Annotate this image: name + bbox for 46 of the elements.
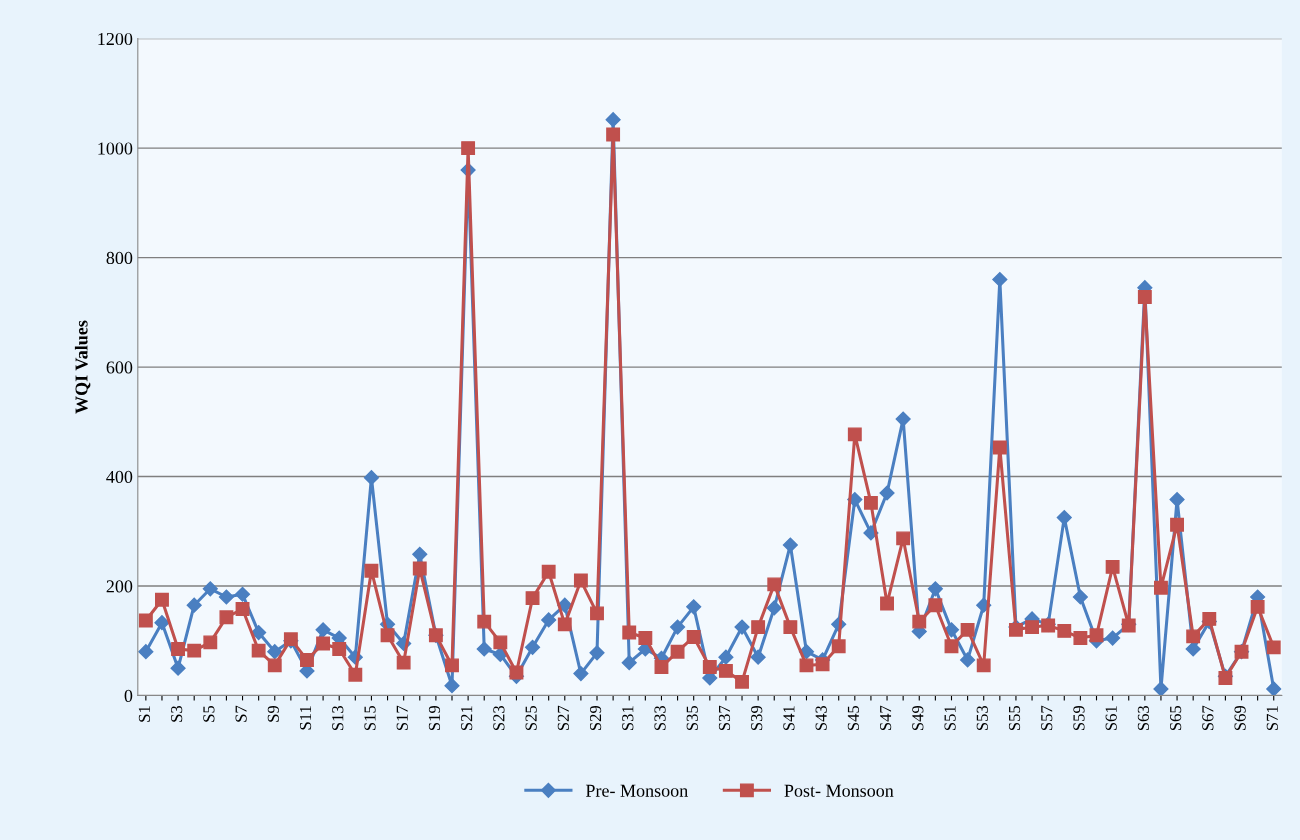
x-tick-label: S21 (461, 706, 473, 731)
y-tick-label: 1200 (98, 32, 133, 46)
x-tick-label: S57 (1041, 705, 1053, 731)
x-tick-label: S11 (299, 706, 312, 730)
x-tick-label: S27 (557, 705, 569, 731)
y-axis-title: WQI Values (74, 320, 91, 414)
x-tick-label: S51 (944, 706, 956, 731)
x-tick-label: S45 (847, 705, 859, 731)
x-tick-label: S1 (138, 706, 151, 722)
x-tick-label: S53 (976, 705, 988, 731)
x-tick-label: S47 (880, 705, 892, 731)
y-tick-label: 200 (106, 580, 133, 593)
x-tick-label: S7 (235, 705, 247, 722)
x-tick-label: S43 (815, 705, 827, 731)
y-tick-label: 0 (124, 689, 133, 702)
x-tick-label: S41 (783, 706, 795, 731)
y-tick-label: 800 (106, 251, 133, 265)
x-tick-label: S5 (203, 705, 215, 722)
x-tick-label: S65 (1170, 705, 1182, 731)
x-tick-label: S23 (493, 705, 505, 731)
x-tick-label: S71 (1266, 706, 1278, 731)
x-tick-label: S61 (1105, 706, 1117, 731)
x-tick-label: S3 (171, 705, 183, 722)
y-tick-label: 1000 (98, 142, 133, 155)
x-tick-label: S67 (1202, 705, 1214, 731)
x-tick-label: S35 (686, 705, 698, 731)
y-tick-label: 400 (106, 470, 133, 483)
x-tick-label: S63 (1137, 705, 1150, 731)
x-tick-label: S17 (396, 705, 408, 731)
x-tick-label: S69 (1234, 705, 1246, 731)
x-tick-label: S29 (589, 705, 602, 731)
legend-label: Pre- Monsoon (585, 784, 688, 797)
x-tick-label: S39 (751, 705, 763, 731)
x-tick-label: S49 (912, 705, 924, 731)
x-tick-label: S37 (718, 705, 731, 731)
y-tick-label: 600 (106, 361, 133, 374)
x-tick-label: S13 (332, 705, 344, 731)
x-tick-label: S25 (525, 705, 537, 731)
x-tick-label: S15 (364, 705, 376, 731)
x-tick-label: S59 (1073, 705, 1085, 731)
x-tick-label: S33 (654, 705, 666, 731)
x-tick-label: S19 (428, 705, 441, 731)
x-tick-label: S9 (267, 705, 279, 722)
x-tick-label: S55 (1008, 705, 1021, 731)
x-tick-label: S31 (622, 706, 634, 731)
legend-label: Post- Monsoon (784, 784, 894, 797)
